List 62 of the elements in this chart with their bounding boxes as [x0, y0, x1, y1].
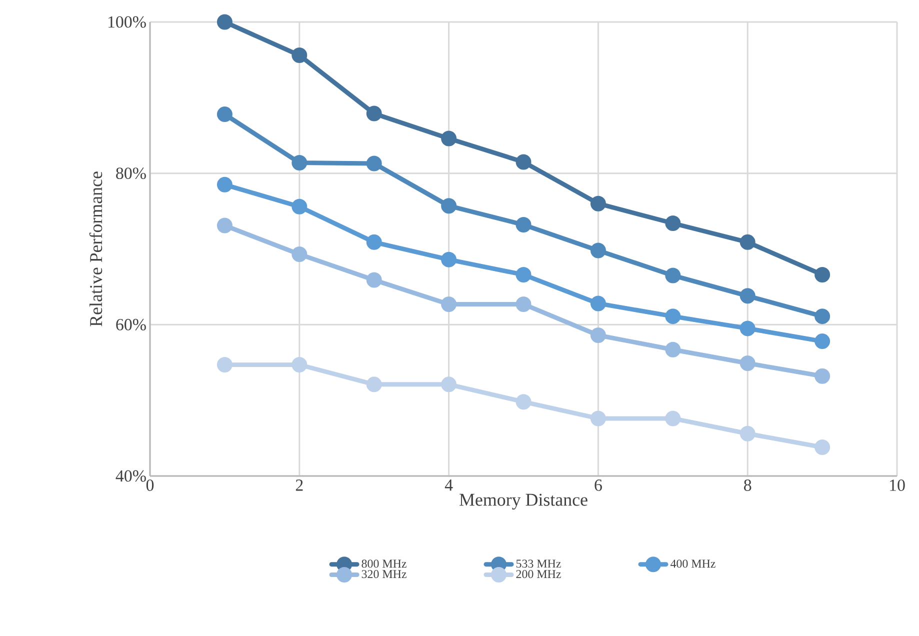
point — [441, 198, 457, 214]
point — [740, 320, 756, 336]
point — [516, 154, 532, 170]
point — [292, 357, 308, 373]
point — [292, 198, 308, 214]
x-tick-label: 0 — [146, 480, 154, 491]
x-tick-label: 4 — [444, 480, 453, 491]
point — [216, 106, 232, 122]
point — [814, 308, 830, 324]
point — [292, 154, 308, 170]
point — [665, 268, 681, 284]
point — [216, 14, 232, 30]
x-tick-label: 2 — [296, 480, 303, 491]
point — [441, 296, 457, 312]
point — [590, 327, 606, 343]
point — [590, 196, 606, 212]
legend-label: 320 MHz — [362, 570, 406, 578]
point — [665, 342, 681, 358]
point — [441, 252, 457, 268]
x-tick-label: 10 — [890, 480, 905, 491]
y-tick-label: 100% — [108, 16, 146, 28]
point — [441, 376, 457, 392]
point — [740, 355, 756, 371]
legend-label: 200 MHz — [516, 570, 561, 578]
point — [216, 176, 232, 192]
point — [590, 242, 606, 258]
point — [740, 234, 756, 250]
point — [216, 357, 232, 373]
point — [814, 439, 830, 455]
point — [292, 246, 308, 262]
point — [814, 334, 830, 350]
x-axis-title: Memory Distance — [460, 494, 588, 510]
point — [516, 217, 532, 233]
point — [441, 130, 457, 146]
point — [516, 266, 532, 282]
legend-label: 800 MHz — [362, 560, 406, 568]
point — [665, 410, 681, 426]
point — [665, 216, 681, 232]
y-tick-label: 80% — [116, 168, 146, 180]
point — [366, 106, 382, 122]
point — [292, 48, 308, 64]
y-tick-label: 60% — [116, 318, 146, 330]
point — [366, 272, 382, 288]
point — [516, 394, 532, 410]
x-tick-label: 8 — [744, 480, 752, 491]
point — [665, 308, 681, 324]
point — [740, 288, 756, 304]
point — [216, 218, 232, 234]
legend-label: 533 MHz — [516, 560, 561, 568]
point — [814, 266, 830, 282]
point — [740, 426, 756, 442]
point — [516, 296, 532, 312]
y-tick-label: 40% — [116, 470, 146, 482]
point — [814, 368, 830, 384]
y-axis-title: Relative Performance — [89, 172, 102, 326]
legend-label: 400 MHz — [670, 560, 716, 568]
point — [590, 296, 606, 312]
point — [366, 234, 382, 250]
point — [366, 376, 382, 392]
point — [366, 156, 382, 172]
x-tick-label: 6 — [594, 480, 602, 491]
point — [590, 410, 606, 426]
